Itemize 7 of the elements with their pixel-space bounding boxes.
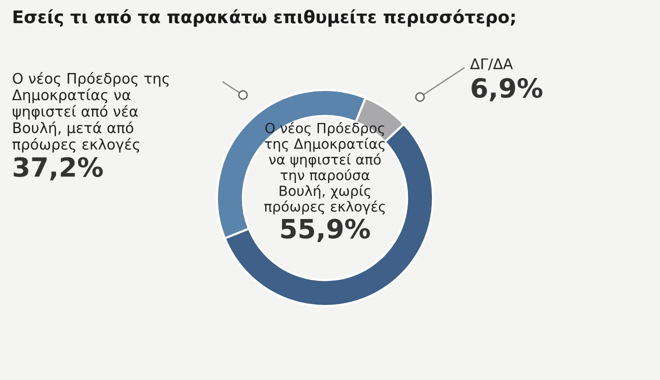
chart-title: Εσείς τι από τα παρακάτω επιθυμείτε περισσότερο; bbox=[14, 9, 515, 27]
slice-label: Ο νέος Πρόεδρος της Δημοκρατίας να ψηφιστεί από νέα Βουλή, μετά από πρόωρες εκλογές bbox=[12, 72, 169, 153]
slice-label: Ο νέος Πρόεδρος της Δημοκρατίας να ψηφιστεί από την παρούσα Βουλή, χωρίς πρόωρες εκλογές bbox=[264, 122, 385, 214]
slice-label: ΔΓ/ΔΑ bbox=[470, 58, 513, 70]
data-label: 37,2% bbox=[14, 157, 103, 180]
data-label: 6,9% bbox=[472, 78, 542, 102]
data-label: 55,9% bbox=[281, 218, 370, 242]
